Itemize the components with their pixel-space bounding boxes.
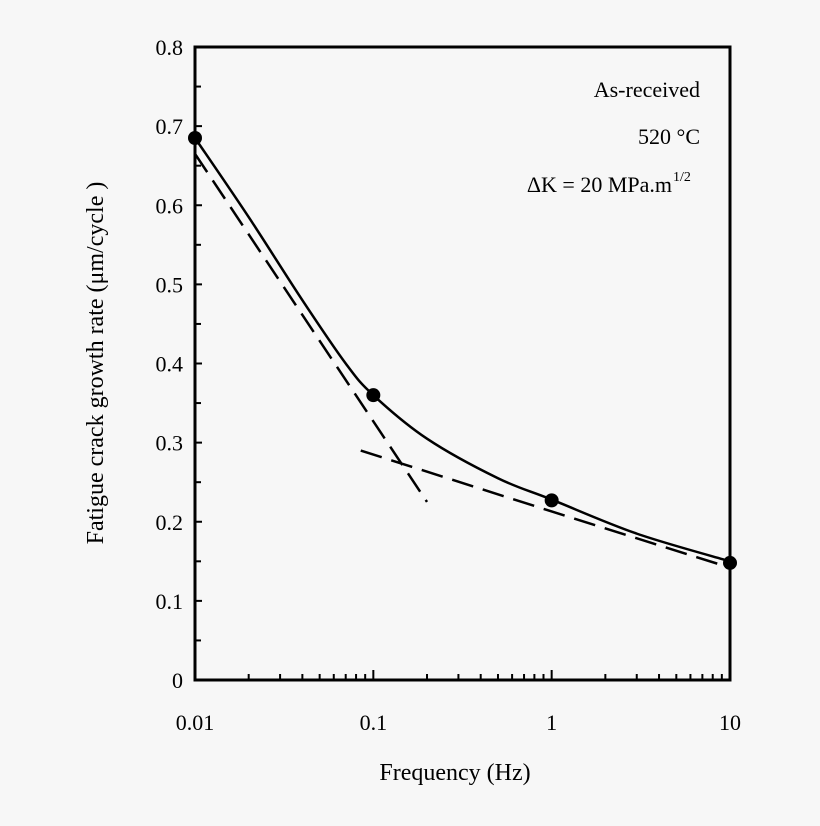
dashed-trend-line bbox=[360, 449, 731, 569]
y-tick-label: 0.3 bbox=[156, 431, 184, 456]
y-tick-label: 0.7 bbox=[156, 114, 184, 139]
x-tick-label: 0.1 bbox=[360, 710, 388, 735]
y-tick-label: 0.4 bbox=[156, 352, 184, 377]
dashed-trend-line bbox=[193, 153, 429, 503]
x-tick-label: 0.01 bbox=[176, 710, 215, 735]
y-tick-label: 0.1 bbox=[156, 589, 184, 614]
annotation-delta-k-exponent: 1/2 bbox=[673, 170, 691, 185]
y-tick-label: 0 bbox=[172, 668, 183, 693]
annotation-temperature: 520 °C bbox=[638, 124, 700, 149]
x-tick-label: 10 bbox=[719, 710, 741, 735]
y-tick-label: 0.5 bbox=[156, 272, 184, 297]
y-axis-label: Fatigue crack growth rate (μm/cycle ) bbox=[83, 182, 109, 545]
annotation-delta-k: ΔK = 20 MPa.m bbox=[527, 172, 672, 197]
x-axis-label: Frequency (Hz) bbox=[379, 760, 530, 786]
y-tick-label: 0.2 bbox=[156, 510, 184, 535]
solid-fit-line bbox=[193, 137, 731, 563]
y-tick-label: 0.8 bbox=[156, 35, 184, 60]
annotation-condition: As-received bbox=[594, 77, 700, 102]
x-tick-label: 1 bbox=[546, 710, 557, 735]
y-tick-label: 0.6 bbox=[156, 193, 184, 218]
